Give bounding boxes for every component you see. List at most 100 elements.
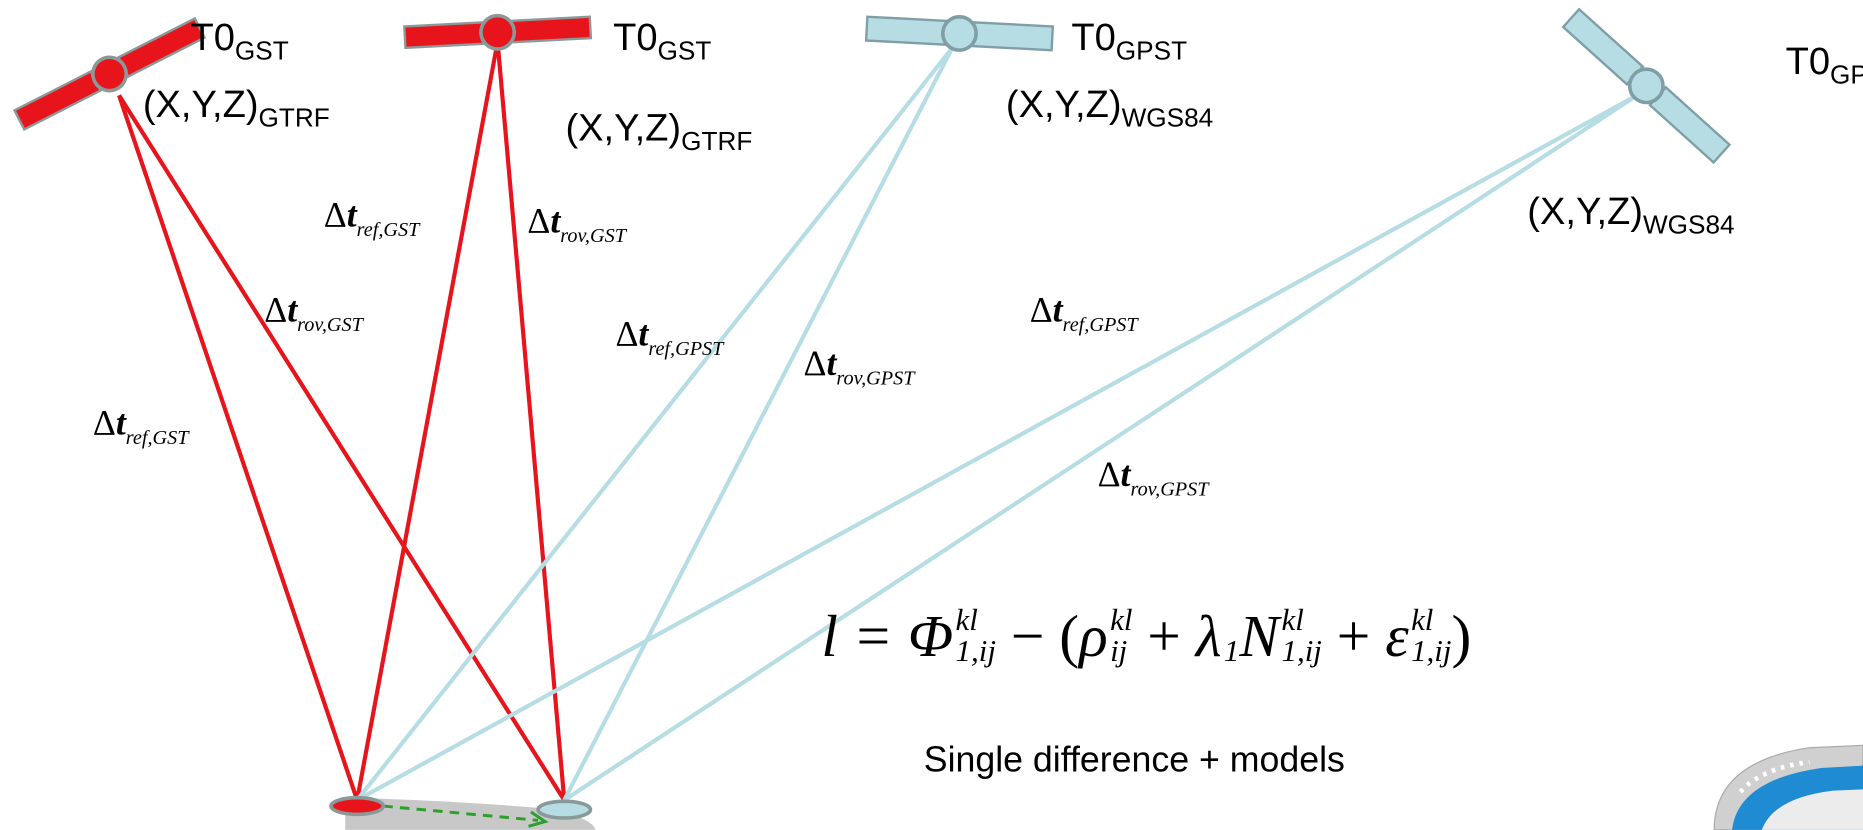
equation-symbol: ε <box>1385 602 1409 670</box>
delta: Δ <box>324 194 347 234</box>
satellite-gst <box>403 13 593 51</box>
link-label: Δtref,GST <box>93 403 190 450</box>
time: T0 <box>190 17 234 59</box>
coords: (X,Y,Z) <box>1527 191 1643 233</box>
variable: t <box>638 313 649 353</box>
coords: (X,Y,Z) <box>1006 84 1122 126</box>
subscript: ref,GPST <box>1063 314 1140 336</box>
frame: WGS84 <box>1643 209 1735 239</box>
equation-text: − ( <box>995 602 1080 670</box>
gst-links <box>117 41 567 802</box>
subscript: 1 <box>1223 633 1240 668</box>
variable: t <box>1053 290 1064 330</box>
subscript: ref,GPST <box>648 338 725 360</box>
time-system: GST <box>235 36 289 66</box>
baseline-arrow <box>383 804 539 822</box>
link-label: Δtrov,GPST <box>804 343 917 390</box>
superscript: kl <box>1281 602 1304 638</box>
coords: (X,Y,Z) <box>143 84 259 126</box>
variable: t <box>826 343 837 383</box>
reference-receiver <box>329 795 386 817</box>
equation-symbol: λ <box>1195 602 1222 670</box>
delta: Δ <box>804 343 827 383</box>
subscript: 1,ij <box>1281 633 1322 668</box>
subscript: rov,GPST <box>1130 478 1210 500</box>
delta: Δ <box>1030 290 1053 330</box>
satellite-gpst <box>1561 7 1732 165</box>
coords-label: (X,Y,Z)WGS84 <box>1527 191 1734 240</box>
equation-indices: 1 <box>1224 605 1239 667</box>
gpst-links <box>355 46 1638 802</box>
superscript-space <box>1224 605 1239 636</box>
link-line <box>355 41 500 801</box>
frame: GTRF <box>259 102 330 132</box>
time: T0 <box>613 17 657 59</box>
equation-indices: kl 1,ij <box>1281 602 1322 668</box>
delta: Δ <box>93 403 116 443</box>
time-system: GPST <box>1830 59 1863 89</box>
rover-receiver <box>536 799 593 820</box>
link-label: Δtref,GPST <box>1030 290 1140 337</box>
equation-symbol: N <box>1239 602 1280 670</box>
subscript: 1,ij <box>955 633 996 668</box>
link-line <box>355 46 954 802</box>
equation-indices: kl 1,ij <box>1411 602 1452 668</box>
equation-symbol: Φ <box>907 602 954 670</box>
frame: WGS84 <box>1122 102 1214 132</box>
time: T0 <box>1786 41 1830 83</box>
subscript: rov,GST <box>297 314 364 336</box>
coords-label: (X,Y,Z)GTRF <box>143 84 330 133</box>
variable: t <box>550 200 561 240</box>
satellite-gst <box>12 16 207 132</box>
caption: Single difference + models <box>924 739 1345 779</box>
time-label: T0GST <box>613 17 711 66</box>
variable: t <box>1121 454 1132 494</box>
subscript: 1,ij <box>1411 633 1452 668</box>
building-icon <box>1713 744 1863 830</box>
link-line <box>117 94 567 802</box>
link-line <box>495 41 567 801</box>
variable: t <box>116 403 127 443</box>
link-label: Δtrov,GST <box>527 200 627 247</box>
link-label: Δtref,GPST <box>615 313 725 360</box>
link-line <box>562 46 955 802</box>
subscript: ref,GST <box>126 427 190 449</box>
arrow-head <box>528 810 549 828</box>
variable: t <box>347 194 358 234</box>
equation-text: + <box>1321 602 1386 670</box>
satellite-gpst <box>864 15 1055 52</box>
subscript: rov,GPST <box>836 368 916 390</box>
subscript: ij <box>1110 633 1128 668</box>
equation-indices: kl ij <box>1110 602 1133 668</box>
time-system: GPST <box>1116 36 1187 66</box>
time: T0 <box>1071 17 1115 59</box>
equation-text: + <box>1132 602 1196 670</box>
subscript: rov,GST <box>560 225 627 247</box>
coords-label: (X,Y,Z)GTRF <box>565 108 752 157</box>
delta: Δ <box>1098 454 1121 494</box>
variable: t <box>287 290 298 330</box>
time-label: T0GST <box>190 17 288 66</box>
link-label: Δtrov,GST <box>264 290 364 337</box>
equation-indices: kl 1,ij <box>955 602 996 668</box>
link-line <box>117 94 360 801</box>
coords: (X,Y,Z) <box>565 108 681 150</box>
delta: Δ <box>527 200 550 240</box>
link-line <box>356 93 1638 802</box>
equation-text: l = <box>821 602 908 670</box>
superscript: kl <box>1110 602 1133 638</box>
coords-label: (X,Y,Z)WGS84 <box>1006 84 1213 133</box>
subscript: ref,GST <box>357 219 421 241</box>
time-label: T0GPST <box>1071 17 1187 66</box>
delta: Δ <box>615 313 638 353</box>
superscript: kl <box>955 602 978 638</box>
frame: GTRF <box>681 126 752 156</box>
equation-text: ) <box>1451 602 1472 670</box>
delta: Δ <box>264 290 287 330</box>
link-label: Δtrov,GPST <box>1098 454 1211 501</box>
superscript: kl <box>1411 602 1434 638</box>
